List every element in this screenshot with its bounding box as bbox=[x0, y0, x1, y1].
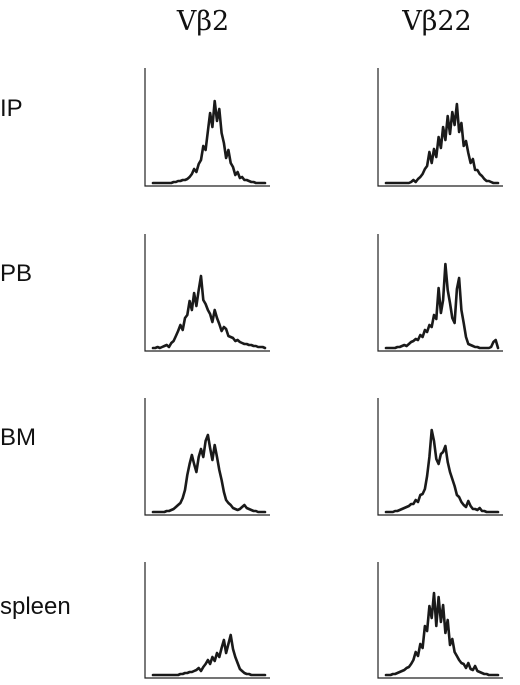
column-title: Vβ22 bbox=[401, 6, 471, 37]
panel-axes bbox=[144, 68, 270, 187]
spectratype-trace bbox=[151, 99, 267, 185]
histogram-panel bbox=[377, 68, 503, 187]
histogram-panel bbox=[144, 234, 270, 352]
row-labels: IP PB BM spleen bbox=[0, 95, 71, 620]
spectratype-trace bbox=[151, 633, 267, 677]
histogram-panel bbox=[377, 234, 503, 352]
spectratype-trace bbox=[384, 591, 500, 677]
spectratype-trace bbox=[384, 428, 500, 514]
spectratype-trace bbox=[384, 102, 500, 185]
histogram-panel bbox=[377, 398, 503, 516]
spectratype-trace bbox=[151, 274, 267, 350]
column-titles: Vβ2 Vβ22 bbox=[176, 6, 472, 37]
spectratype-trace bbox=[151, 433, 267, 514]
panel-axes bbox=[377, 398, 503, 516]
panel-axes bbox=[377, 68, 503, 187]
panel-axes bbox=[377, 562, 503, 679]
panel-axes bbox=[144, 398, 270, 516]
panel-axes bbox=[144, 234, 270, 352]
row-label: BM bbox=[0, 424, 36, 451]
row-label: spleen bbox=[0, 593, 71, 620]
histogram-panel bbox=[377, 562, 503, 679]
spectratype-trace bbox=[384, 262, 500, 350]
panel-axes bbox=[377, 234, 503, 352]
histogram-panel bbox=[144, 68, 270, 187]
histogram-panel bbox=[144, 562, 270, 679]
panel-axes bbox=[144, 562, 270, 679]
column-title: Vβ2 bbox=[176, 6, 229, 37]
row-label: PB bbox=[0, 260, 32, 287]
histogram-panel bbox=[144, 398, 270, 516]
row-label: IP bbox=[0, 95, 23, 122]
histogram-panels bbox=[144, 68, 503, 679]
